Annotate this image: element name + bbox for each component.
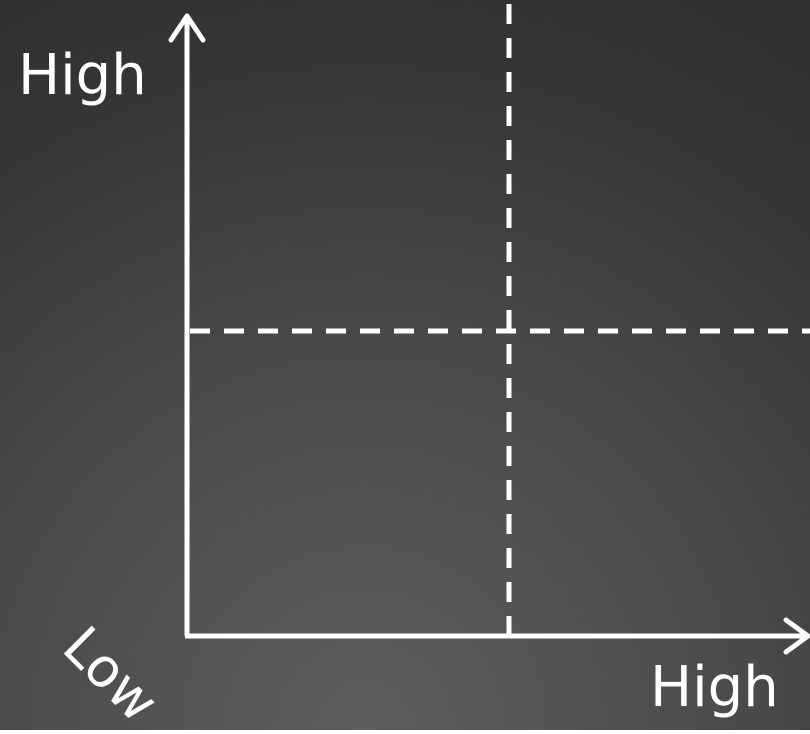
x-axis-arrowhead <box>783 617 810 655</box>
y-axis-high-label: High <box>18 43 147 108</box>
x-axis-high-label: High <box>650 655 779 720</box>
y-axis-arrowhead <box>168 13 206 43</box>
